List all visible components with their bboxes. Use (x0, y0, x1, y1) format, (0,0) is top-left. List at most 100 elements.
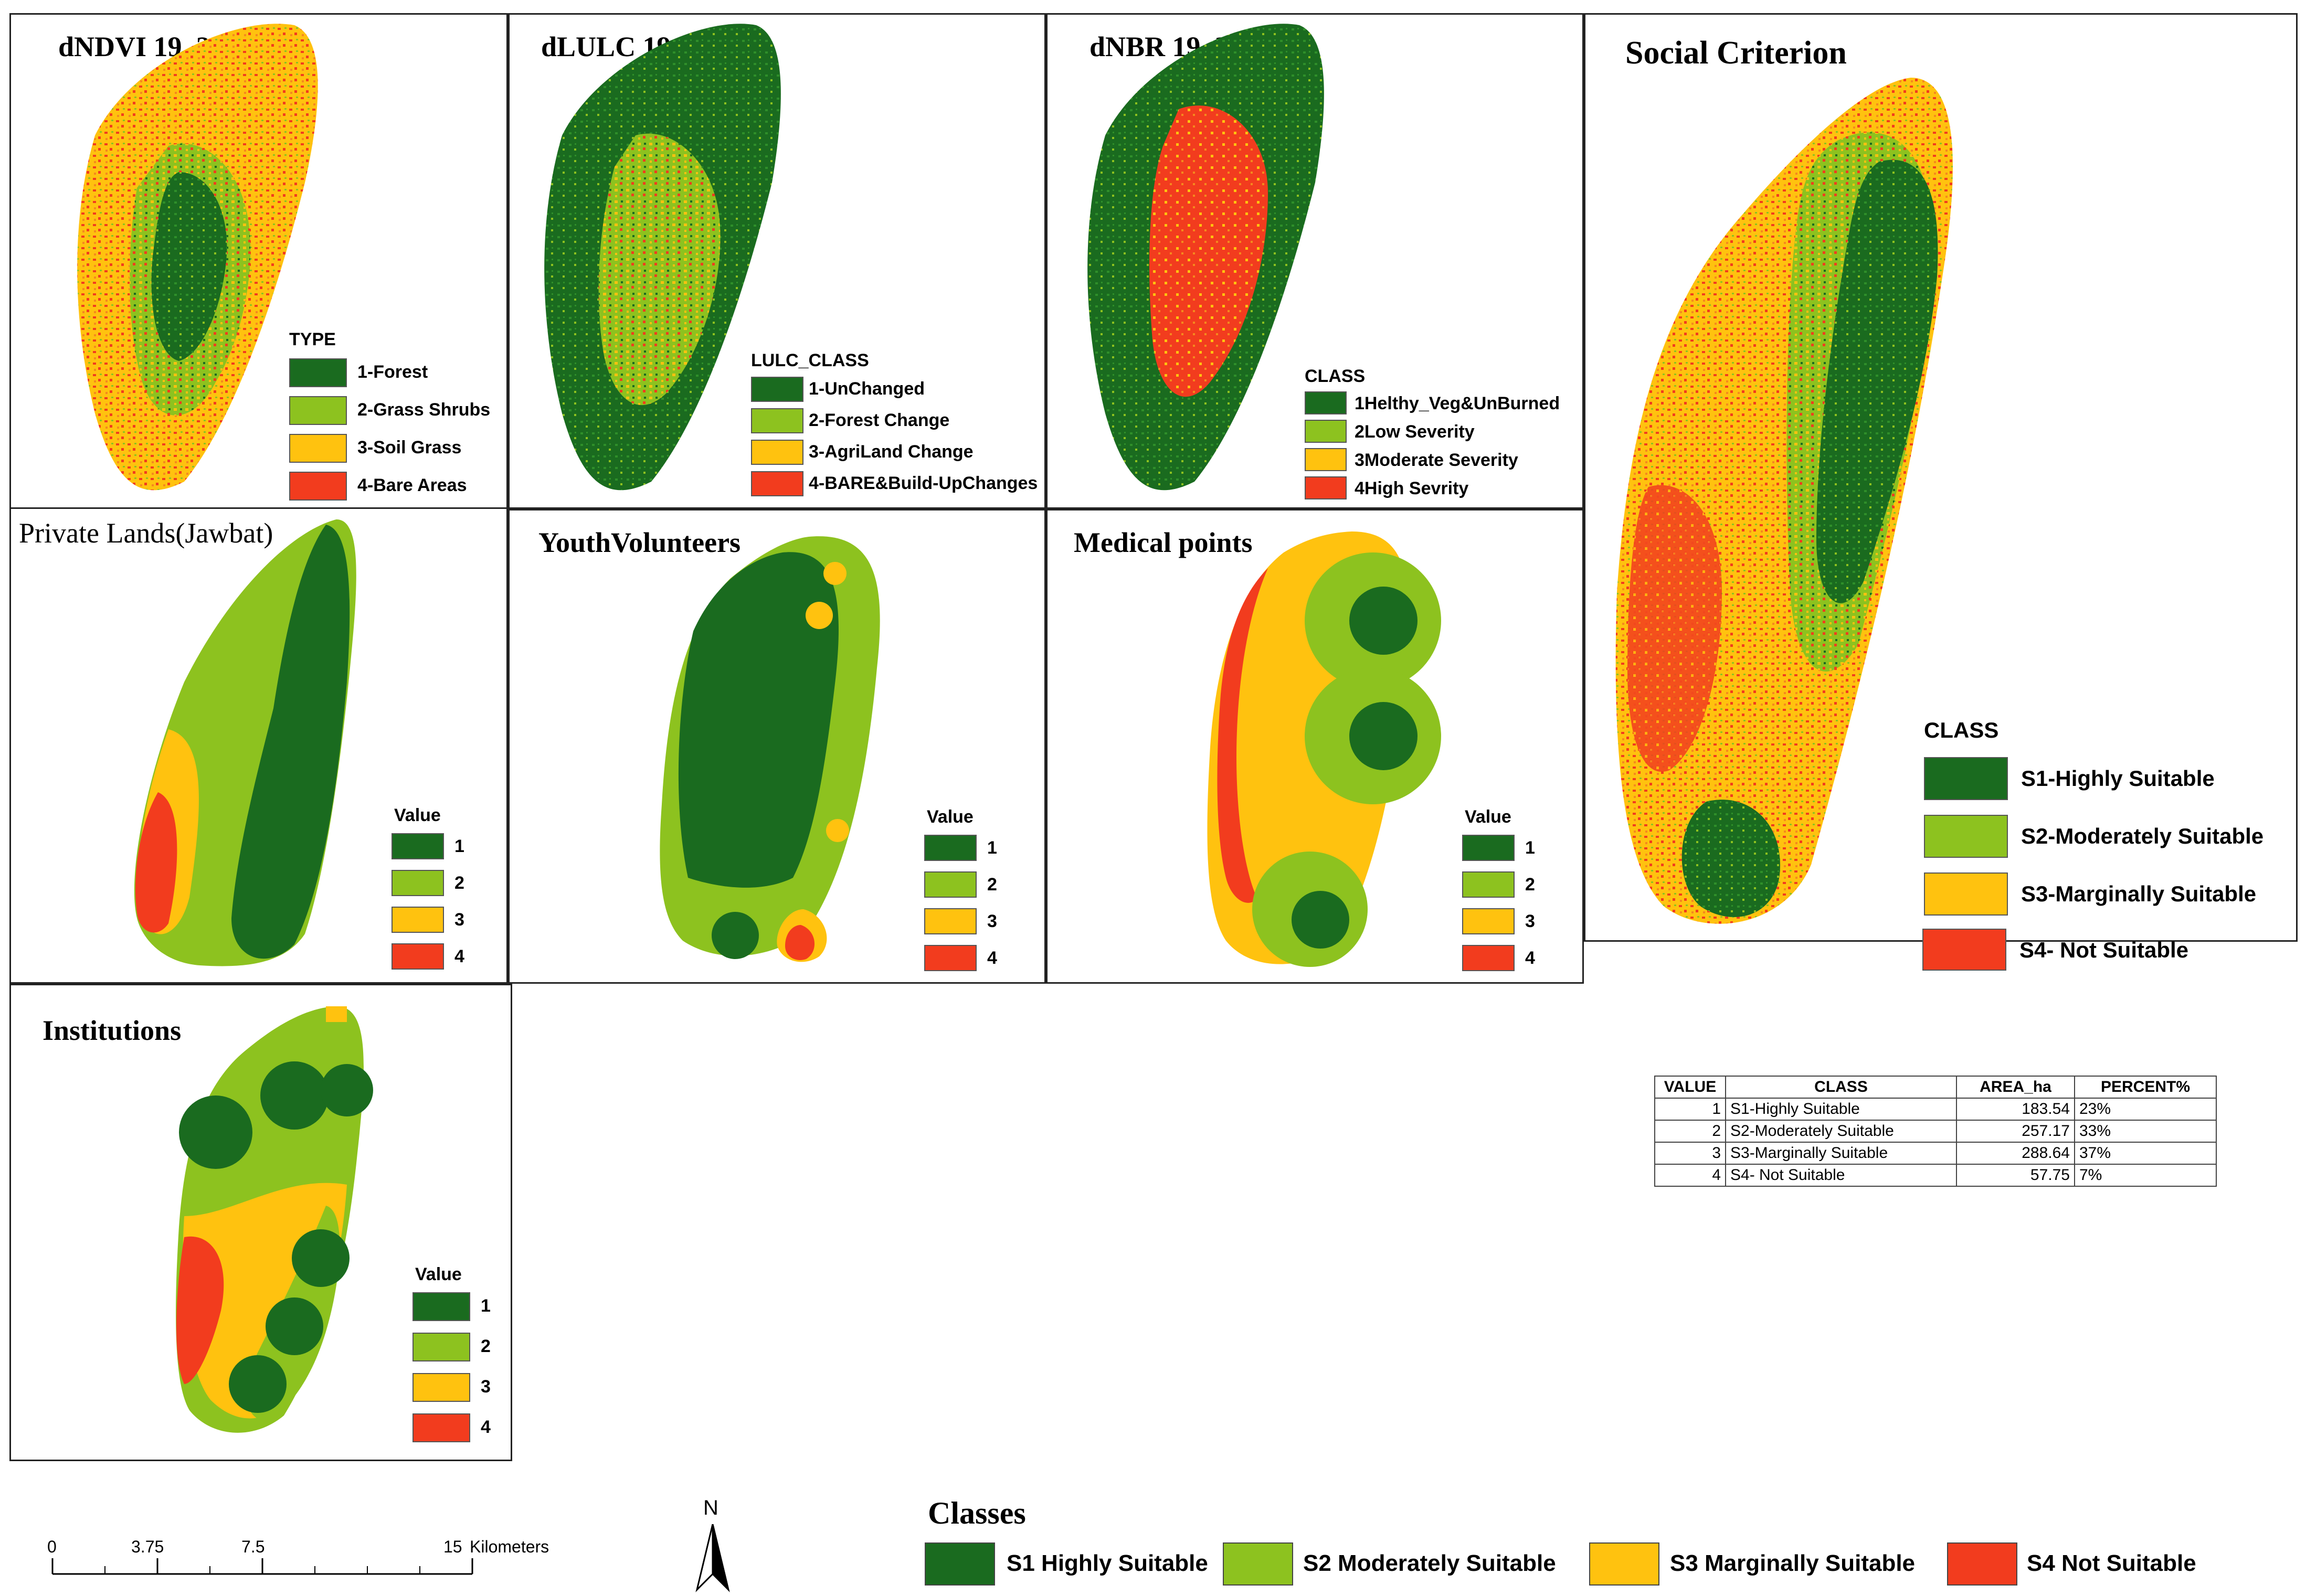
legend-swatch-2 (392, 870, 444, 896)
legend-label: S3-Marginally Suitable (2021, 881, 2257, 906)
scale-tick-label: 7.5 (241, 1537, 265, 1556)
social-criterion-map (1615, 78, 1953, 924)
legend-swatch-1 (751, 377, 803, 402)
classes-label: S2 Moderately Suitable (1303, 1550, 1556, 1576)
legend-label: 3Moderate Severity (1355, 450, 1518, 470)
legend-swatch-3 (1462, 908, 1515, 934)
legend-label: 3 (454, 910, 464, 930)
legend-swatch-1 (924, 835, 977, 861)
legend-label: 2 (454, 873, 464, 893)
north-label: N (703, 1496, 718, 1519)
panel-dndvi: dNDVI 19_20 TYPE 1-Forest 2-Grass Shrubs… (9, 13, 508, 509)
classes-label: S1 Highly Suitable (1007, 1550, 1208, 1576)
legend-swatch-4 (1922, 929, 2006, 971)
legend-label: 4 (481, 1417, 491, 1437)
legend-label: 2 (1525, 875, 1535, 895)
cell-class: S2-Moderately Suitable (1725, 1120, 1957, 1143)
panel-title: Institutions (43, 1015, 182, 1046)
cell-percent: 7% (2074, 1164, 2217, 1187)
panel-private-lands: Private Lands(Jawbat) Value 1 2 3 4 (9, 509, 508, 984)
medical-points-map (1207, 531, 1441, 967)
legend-label: 2 (987, 875, 997, 895)
legend-swatch-3 (1305, 448, 1347, 471)
legend-title: Value (394, 805, 441, 825)
classes-swatch-2 (1223, 1542, 1293, 1586)
scale-tick-label: 15 (443, 1537, 462, 1556)
classes-label: S3 Marginally Suitable (1670, 1550, 1916, 1576)
cell-value: 1 (1654, 1098, 1726, 1121)
panel-title: Private Lands(Jawbat) (19, 517, 273, 549)
legend-swatch-4 (924, 945, 977, 971)
legend-label: 2-Grass Shrubs (357, 400, 491, 420)
cell-class: S1-Highly Suitable (1725, 1098, 1957, 1121)
legend-label: 4 (454, 946, 464, 966)
classes-legend-title: Classes (928, 1496, 1026, 1530)
scale-tick-label: 3.75 (131, 1537, 164, 1556)
cell-class: S4- Not Suitable (1725, 1164, 1957, 1187)
scale-bar (51, 1558, 473, 1575)
legend-swatch-3 (412, 1373, 470, 1402)
legend-swatch-2 (924, 871, 977, 898)
panel-title: Social Criterion (1625, 35, 1847, 71)
legend-title: Value (1465, 807, 1511, 827)
panel-dlulc: dLULC 19_20 LULC_CLASS 1-UnChanged 2-For… (508, 13, 1046, 509)
legend-swatch-3 (751, 440, 803, 465)
legend-label: 2 (481, 1336, 491, 1356)
scale-unit-label: Kilometers (470, 1537, 549, 1556)
legend-label: 4 (987, 948, 997, 968)
dndvi-map (77, 24, 318, 491)
legend-swatch-4 (751, 471, 803, 496)
table-row: 3 S3-Marginally Suitable 288.64 37% (1654, 1142, 2217, 1165)
cell-value: 2 (1654, 1120, 1726, 1143)
legend-swatch-1 (289, 358, 347, 387)
legend-swatch-3 (924, 908, 977, 934)
legend-label: 2-Forest Change (809, 410, 950, 430)
panel-dnbr: dNBR 19_20 CLASS 1Helthy_Veg&UnBurned 2L… (1046, 13, 1584, 509)
legend-label: 3 (481, 1377, 491, 1397)
header-area: AREA_ha (1956, 1076, 2075, 1099)
legend-swatch-2 (289, 396, 347, 425)
legend-swatch-4 (289, 472, 347, 501)
legend-label: 4High Sevrity (1355, 478, 1469, 498)
cell-value: 3 (1654, 1142, 1726, 1165)
legend-swatch-1 (412, 1292, 470, 1321)
legend-label: 4 (1525, 948, 1535, 968)
legend-title: CLASS (1305, 366, 1366, 386)
cell-percent: 37% (2074, 1142, 2217, 1165)
panel-title: Medical points (1074, 527, 1253, 558)
institutions-map (176, 1006, 373, 1433)
legend-label: 1-Forest (357, 362, 428, 382)
header-value: VALUE (1654, 1076, 1726, 1099)
header-class: CLASS (1725, 1076, 1957, 1099)
legend-swatch-1 (1462, 835, 1515, 861)
legend-label: S1-Highly Suitable (2021, 766, 2215, 791)
classes-swatch-1 (925, 1542, 995, 1586)
panel-social-criterion: Social Criterion CLASS S1-Highly Suitabl… (1584, 13, 2298, 942)
cell-percent: 23% (2074, 1098, 2217, 1121)
legend-swatch-2 (1305, 420, 1347, 443)
legend-swatch-1 (392, 833, 444, 859)
private-lands-map (134, 519, 356, 966)
cell-area: 288.64 (1956, 1142, 2075, 1165)
legend-swatch-2 (751, 408, 803, 433)
cell-percent: 33% (2074, 1120, 2217, 1143)
cell-area: 57.75 (1956, 1164, 2075, 1187)
legend-swatch-3 (289, 434, 347, 463)
legend-label: S2-Moderately Suitable (2021, 824, 2264, 848)
header-percent: PERCENT% (2074, 1076, 2217, 1099)
legend-title: Value (415, 1264, 462, 1284)
classes-label: S4 Not Suitable (2027, 1550, 2196, 1576)
legend-title: LULC_CLASS (751, 350, 869, 370)
classes-swatch-4 (1947, 1542, 2017, 1586)
legend-swatch-3 (392, 907, 444, 933)
cell-area: 257.17 (1956, 1120, 2075, 1143)
legend-swatch-4 (392, 943, 444, 970)
legend-label: 4-BARE&Build-UpChanges (809, 473, 1038, 493)
cell-class: S3-Marginally Suitable (1725, 1142, 1957, 1165)
panel-institutions: Institutions Value 1 2 3 4 (9, 984, 512, 1461)
legend-swatch-1 (1305, 391, 1347, 414)
legend-title: CLASS (1924, 718, 1999, 742)
legend-title: Value (927, 807, 974, 827)
legend-label: 3-AgriLand Change (809, 442, 974, 462)
legend-label: 1Helthy_Veg&UnBurned (1355, 393, 1560, 413)
